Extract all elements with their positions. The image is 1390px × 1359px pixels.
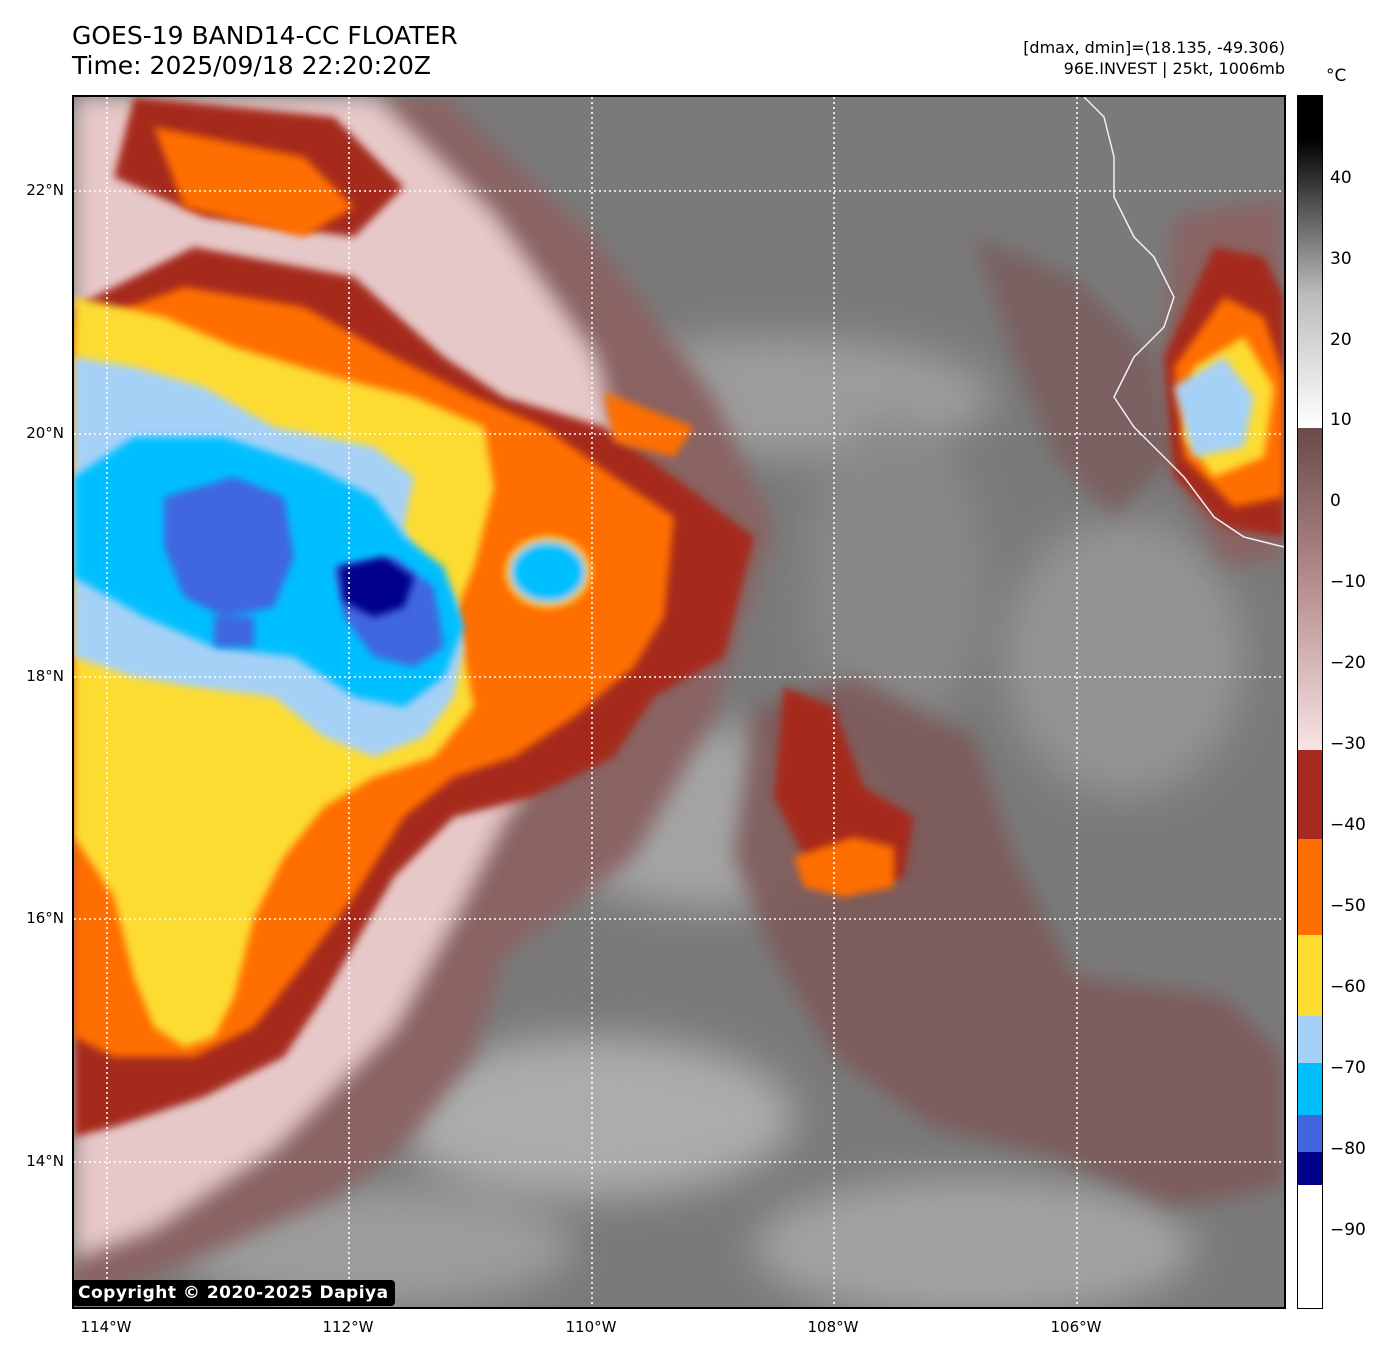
copyright-badge: Copyright © 2020-2025 Dapiya [72, 1280, 395, 1306]
colorbar-tick-30: 30 [1330, 249, 1352, 269]
colorbar-tick-m40: −40 [1330, 815, 1366, 835]
colorbar-orange [1298, 839, 1322, 935]
graticule [74, 97, 1284, 1307]
colorbar-tick-m50: −50 [1330, 896, 1366, 916]
lat-label-22: 22°N [26, 181, 64, 199]
lat-label-18: 18°N [26, 667, 64, 685]
lon-label-110: 110°W [565, 1318, 617, 1336]
colorbar-cyan [1298, 1063, 1322, 1115]
map-canvas [74, 97, 1284, 1307]
colorbar-tick-m10: −10 [1330, 572, 1366, 592]
colorbar-tick-20: 20 [1330, 330, 1352, 350]
cloud-band-85C [339, 557, 414, 617]
lat-label-16: 16°N [26, 909, 64, 927]
lon-label-112: 112°W [322, 1318, 374, 1336]
colorbar-yellow [1298, 935, 1322, 1016]
colorbar-unit: °C [1326, 66, 1347, 86]
lon-label-106: 106°W [1050, 1318, 1102, 1336]
colorbar-navy [1298, 1152, 1322, 1185]
lat-label-20: 20°N [26, 424, 64, 442]
dmax-dmin-readout: [dmax, dmin]=(18.135, -49.306) [1023, 38, 1285, 57]
colorbar-tick-10: 10 [1330, 410, 1352, 430]
colorbar-tick-m70: −70 [1330, 1058, 1366, 1078]
colorbar-tick-m80: −80 [1330, 1139, 1366, 1159]
colorbar-white [1298, 1185, 1322, 1308]
colorbar-royal-blue [1298, 1115, 1322, 1152]
satellite-map[interactable] [72, 95, 1286, 1309]
lat-label-14: 14°N [26, 1152, 64, 1170]
colorbar-dark-red [1298, 750, 1322, 839]
colorbar-gray [1298, 96, 1322, 428]
map-title: GOES-19 BAND14-CC FLOATER [72, 21, 458, 50]
colorbar-tick-m60: −60 [1330, 977, 1366, 997]
colorbar-light-blue [1298, 1016, 1322, 1063]
temperature-colorbar [1297, 95, 1323, 1309]
colorbar-tick-m30: −30 [1330, 734, 1366, 754]
colorbar-tick-m90: −90 [1330, 1220, 1366, 1240]
lon-label-108: 108°W [807, 1318, 859, 1336]
colorbar-gradient [1298, 96, 1322, 1308]
colorbar-tick-m20: −20 [1330, 653, 1366, 673]
colorbar-tick-0: 0 [1330, 491, 1341, 511]
storm-info: 96E.INVEST | 25kt, 1006mb [1063, 59, 1285, 78]
time-stamp: Time: 2025/09/18 22:20:20Z [72, 51, 431, 80]
colorbar-pink [1298, 428, 1322, 750]
lon-label-114: 114°W [80, 1318, 132, 1336]
colorbar-tick-40: 40 [1330, 168, 1352, 188]
